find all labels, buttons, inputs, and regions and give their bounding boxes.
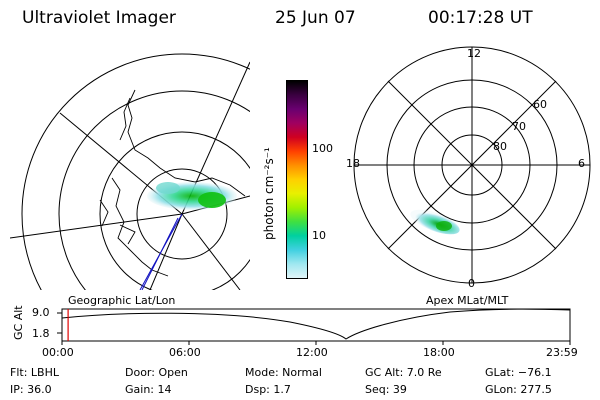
mlt-label-18: 18 [346, 157, 360, 170]
timeline-xtick-1200: 12:00 [296, 346, 328, 359]
status-gain: Gain: 14 [125, 383, 172, 396]
mlt-label-12: 12 [467, 47, 481, 60]
colorbar-tick-10: 10 [312, 229, 326, 242]
timeline-ytick-1: 1.8 [32, 327, 50, 340]
mlt-label-6: 6 [578, 157, 585, 170]
polar-grid [353, 46, 591, 284]
lat-label-70: 70 [512, 120, 526, 133]
status-mode: Mode: Normal [245, 366, 322, 379]
colorbar-gradient [287, 81, 307, 278]
status-door: Door: Open [125, 366, 188, 379]
colorbar-tick-100: 100 [312, 142, 333, 155]
status-glat: GLat: −76.1 [485, 366, 552, 379]
lat-label-80: 80 [493, 140, 507, 153]
status-glon: GLon: 277.5 [485, 383, 552, 396]
status-flt: Flt: LBHL [10, 366, 59, 379]
colorbar [286, 80, 308, 279]
status-ip: IP: 36.0 [10, 383, 52, 396]
lat-label-60: 60 [533, 98, 547, 111]
instrument-title: Ultraviolet Imager [22, 8, 176, 28]
status-dsp: Dsp: 1.7 [245, 383, 291, 396]
timeline-xtick-0600: 06:00 [169, 346, 201, 359]
timeline-ytick-9: 9.0 [32, 306, 50, 319]
status-seq: Seq: 39 [365, 383, 407, 396]
timeline-xtick-1800: 18:00 [423, 346, 455, 359]
apex-map-label: Apex MLat/MLT [426, 294, 509, 307]
date-label: 25 Jun 07 [275, 8, 356, 28]
timeline-ylabel: GC Alt [12, 305, 25, 340]
status-gc-alt: GC Alt: 7.0 Re [365, 366, 442, 379]
geographic-map-label: Geographic Lat/Lon [68, 294, 176, 307]
timeline-xtick-0000: 00:00 [42, 346, 74, 359]
mlt-label-0: 0 [468, 277, 475, 290]
timeline-xtick-2359: 23:59 [546, 346, 578, 359]
time-label: 00:17:28 UT [428, 8, 533, 28]
